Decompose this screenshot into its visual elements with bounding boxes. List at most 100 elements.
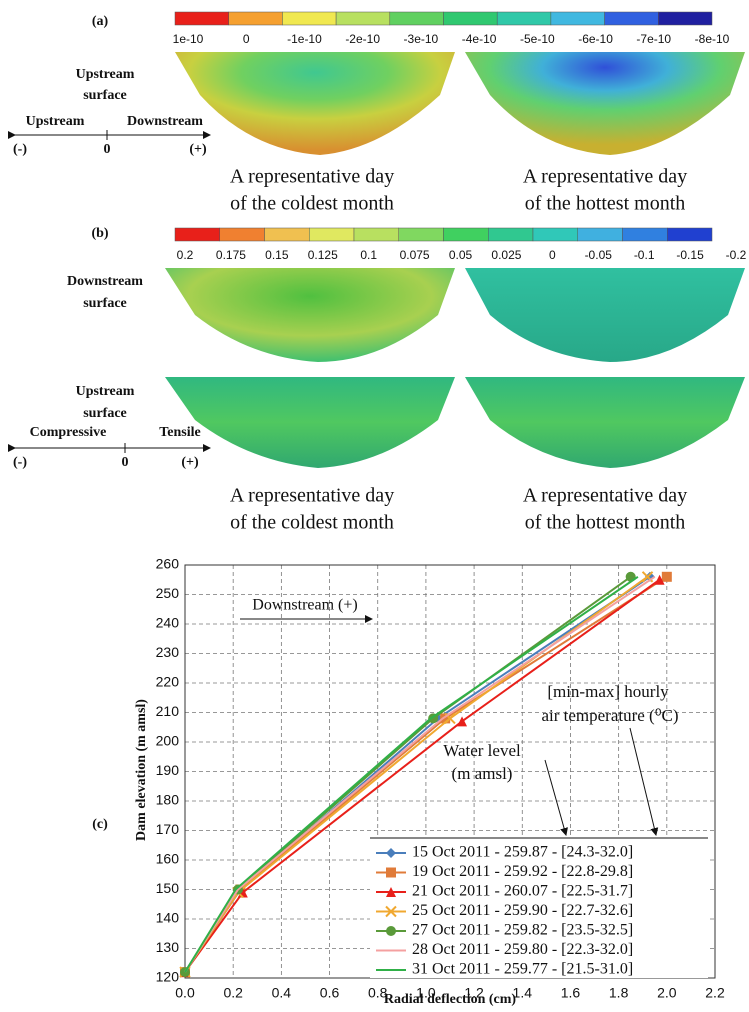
caption: A representative day xyxy=(523,166,687,188)
colorbar-label: -3e-10 xyxy=(404,32,439,46)
y-tick-label: 160 xyxy=(156,851,180,867)
x-tick-label: 1.6 xyxy=(561,985,581,1001)
surface-label: surface xyxy=(83,406,127,421)
x-axis-label: Radial deflection (cm) xyxy=(384,992,517,1007)
axis-text: (-) xyxy=(13,455,27,470)
colorbar-segment xyxy=(390,12,444,25)
colorbar-segment xyxy=(399,228,444,241)
colorbar-segment xyxy=(265,228,310,241)
colorbar-segment xyxy=(488,228,533,241)
y-tick-label: 250 xyxy=(156,585,180,601)
axis-text: (+) xyxy=(181,455,199,470)
colorbar-segment xyxy=(175,12,229,25)
colorbar-label: -4e-10 xyxy=(462,32,497,46)
colorbar-segment xyxy=(282,12,336,25)
x-tick-label: 0.8 xyxy=(368,985,388,1001)
axis-text: Upstream xyxy=(26,114,85,129)
caption: of the hottest month xyxy=(525,193,686,215)
legend-marker xyxy=(386,868,396,878)
dam-contour xyxy=(165,268,455,362)
colorbar-segment xyxy=(578,228,623,241)
y-tick-label: 240 xyxy=(156,615,180,631)
surface-label: Upstream xyxy=(76,384,135,399)
axis-text: 0 xyxy=(104,142,111,157)
axis-text: (-) xyxy=(13,142,27,157)
axis-text: Compressive xyxy=(30,425,107,440)
colorbar-segment xyxy=(175,228,220,241)
legend-label: 21 Oct 2011 - 260.07 - [22.5-31.7] xyxy=(412,883,633,900)
x-tick-label: 2.0 xyxy=(657,985,677,1001)
surface-label: Downstream xyxy=(67,274,143,289)
x-tick-label: 1.4 xyxy=(513,985,533,1001)
x-tick-label: 0.4 xyxy=(272,985,292,1001)
colorbar-segment xyxy=(229,12,283,25)
annotation: (m amsl) xyxy=(452,764,513,783)
dam-contour xyxy=(465,52,745,155)
colorbar-label: 0.125 xyxy=(308,248,338,262)
annotation: [min-max] hourly xyxy=(547,682,669,701)
y-tick-label: 120 xyxy=(156,969,180,985)
colorbar-label: 0.1 xyxy=(360,248,377,262)
colorbar-segment xyxy=(309,228,354,241)
annotation: air temperature (⁰C) xyxy=(541,706,678,725)
colorbar-label: -1e-10 xyxy=(287,32,322,46)
colorbar-label: 0.175 xyxy=(216,248,246,262)
colorbar-label: -0.1 xyxy=(634,248,655,262)
dam-contour xyxy=(175,52,455,155)
colorbar-label: -2e-10 xyxy=(345,32,380,46)
dam-contour xyxy=(165,377,455,468)
colorbar-label: 0.2 xyxy=(177,248,194,262)
y-tick-label: 220 xyxy=(156,674,180,690)
colorbar-label: -0.15 xyxy=(676,248,704,262)
axis-text: 0 xyxy=(122,455,129,470)
caption: A representative day xyxy=(230,485,394,507)
legend-label: 27 Oct 2011 - 259.82 - [23.5-32.5] xyxy=(412,922,633,939)
colorbar-label: -0.2 xyxy=(726,248,747,262)
surface-label: surface xyxy=(83,88,127,103)
colorbar-segment xyxy=(444,228,489,241)
legend-label: 19 Oct 2011 - 259.92 - [22.8-29.8] xyxy=(412,863,633,880)
colorbar-label: -0.05 xyxy=(585,248,613,262)
y-axis-label: Dam elevation (m amsl) xyxy=(134,699,149,841)
y-tick-label: 260 xyxy=(156,556,180,572)
y-tick-label: 150 xyxy=(156,880,180,896)
surface-label: Upstream xyxy=(76,67,135,82)
y-tick-label: 180 xyxy=(156,792,180,808)
y-tick-label: 210 xyxy=(156,703,180,719)
colorbar-segment xyxy=(497,12,551,25)
dam-contour xyxy=(465,268,745,362)
x-tick-label: 1.2 xyxy=(464,985,484,1001)
caption: of the coldest month xyxy=(230,512,394,534)
colorbar-segment xyxy=(444,12,498,25)
legend-label: 15 Oct 2011 - 259.87 - [24.3-32.0] xyxy=(412,844,633,861)
colorbar-segment xyxy=(220,228,265,241)
colorbar-label: -6e-10 xyxy=(578,32,613,46)
y-tick-label: 140 xyxy=(156,910,180,926)
axis-text: (+) xyxy=(189,142,207,157)
legend-label: 25 Oct 2011 - 259.90 - [22.7-32.6] xyxy=(412,902,633,919)
panel-label: (b) xyxy=(91,226,108,241)
y-tick-label: 130 xyxy=(156,939,180,955)
colorbar-label: -7e-10 xyxy=(636,32,671,46)
dam-contour xyxy=(465,377,745,468)
colorbar-segment xyxy=(551,12,605,25)
colorbar-label: 0.075 xyxy=(400,248,430,262)
colorbar-segment xyxy=(658,12,712,25)
colorbar-segment xyxy=(667,228,712,241)
caption: A representative day xyxy=(523,485,687,507)
caption: A representative day xyxy=(230,166,394,188)
caption: of the coldest month xyxy=(230,193,394,215)
x-tick-label: 2.2 xyxy=(705,985,725,1001)
marker xyxy=(662,572,672,582)
legend-label: 31 Oct 2011 - 259.77 - [21.5-31.0] xyxy=(412,961,633,978)
colorbar-segment xyxy=(605,12,659,25)
y-tick-label: 190 xyxy=(156,762,180,778)
colorbar-label: 0.15 xyxy=(265,248,289,262)
annotation: Downstream (+) xyxy=(252,597,357,614)
colorbar-segment xyxy=(533,228,578,241)
colorbar-segment xyxy=(354,228,399,241)
y-tick-label: 170 xyxy=(156,821,180,837)
colorbar-label: 0 xyxy=(243,32,250,46)
